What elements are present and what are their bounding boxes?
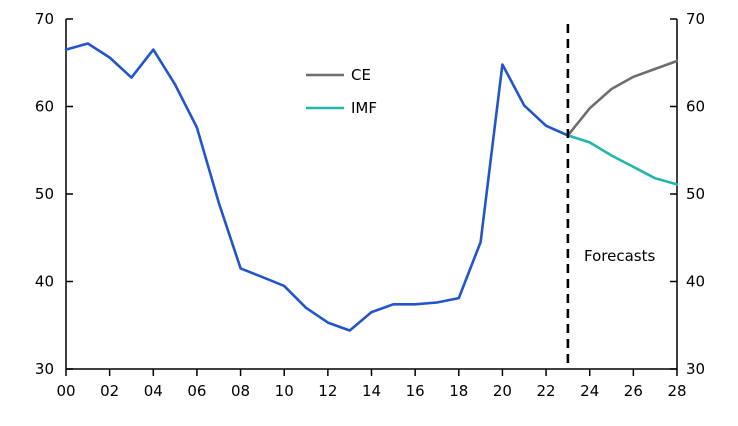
left-y-tick-label: 70 [35, 10, 54, 28]
series-group [64, 42, 679, 332]
x-tick-label: 14 [362, 382, 381, 400]
axes-group: 30 30 40 40 50 50 60 60 70 70 00 02 04 06 08 10 12 14 16 18… [35, 10, 705, 400]
imf-legend-label: IMF [351, 99, 377, 117]
x-tick-label: 16 [406, 382, 425, 400]
x-tick-label: 18 [449, 382, 468, 400]
right-y-tick-label: 40 [686, 273, 705, 291]
historical-series-line [64, 42, 570, 332]
ce-series-line [566, 59, 679, 137]
x-tick-label: 02 [100, 382, 119, 400]
imf-series-line [566, 134, 679, 186]
left-y-tick-label: 30 [35, 360, 54, 378]
x-tick-label: 12 [318, 382, 337, 400]
overlay-group: Forecasts [566, 24, 655, 369]
right-y-tick-label: 50 [686, 185, 705, 203]
ce-legend-label: CE [351, 66, 371, 84]
x-tick-label: 20 [493, 382, 512, 400]
left-y-tick-label: 60 [35, 98, 54, 116]
x-tick-label: 08 [231, 382, 250, 400]
x-tick-label: 26 [624, 382, 643, 400]
x-tick-label: 04 [144, 382, 163, 400]
left-y-tick-label: 50 [35, 185, 54, 203]
legend: CE IMF [306, 66, 377, 117]
left-y-tick-label: 40 [35, 273, 54, 291]
right-y-tick-label: 60 [686, 98, 705, 116]
right-y-tick-label: 70 [686, 10, 705, 28]
x-tick-label: 24 [580, 382, 599, 400]
x-tick-label: 10 [275, 382, 294, 400]
right-y-tick-label: 30 [686, 360, 705, 378]
forecasts-annotation: Forecasts [584, 247, 655, 265]
x-tick-label: 22 [537, 382, 556, 400]
x-tick-label: 28 [667, 382, 686, 400]
x-tick-label: 00 [56, 382, 75, 400]
x-tick-label: 06 [187, 382, 206, 400]
